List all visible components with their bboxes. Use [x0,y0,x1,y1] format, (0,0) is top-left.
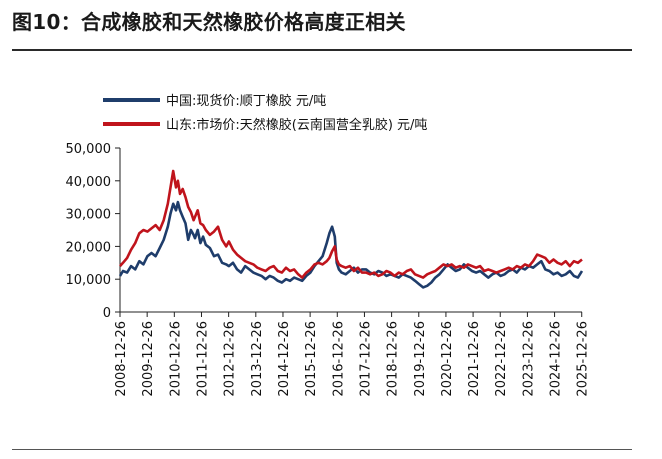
x-tick-label: 2023-12-26 [521,321,536,397]
x-tick-label: 2011-12-26 [195,321,210,397]
y-tick-label: 20,000 [66,240,112,255]
x-tick-label: 2022-12-26 [494,321,509,397]
y-tick-label: 30,000 [66,208,112,223]
series-line-china-butadiene-rubber [118,200,584,289]
x-tick-label: 2012-12-26 [223,321,238,397]
x-tick-label: 2010-12-26 [168,321,183,397]
legend-label-china: 中国:现货价:顺丁橡胶 元/吨 [166,93,326,109]
y-tick-label: 50,000 [66,142,112,157]
x-tick-label: 2015-12-26 [304,321,319,397]
y-axis: 0 10,000 20,000 30,000 40,000 50,000 [66,142,121,321]
legend-label-shandong: 山东:市场价:天然橡胶(云南国营全乳胶) 元/吨 [166,117,427,133]
title-divider [12,49,632,51]
x-tick-label: 2009-12-26 [141,321,156,397]
footer-divider [12,449,632,450]
x-tick-label: 2014-12-26 [277,321,292,397]
x-tick-label: 2025-12-26 [576,321,591,397]
x-tick-label: 2019-12-26 [413,321,428,397]
y-tick-label: 40,000 [66,175,112,190]
y-tick-label: 0 [103,306,111,321]
x-axis: 2008-12-26 2009-12-26 2010-12-26 2011-12-26… [114,311,591,397]
chart-title: 图10：合成橡胶和天然橡胶价格高度正相关 [12,10,406,34]
x-tick-label: 2020-12-26 [440,321,455,397]
x-tick-label: 2018-12-26 [386,321,401,397]
series-line-shandong-natural-rubber [119,169,583,279]
y-tick-label: 10,000 [66,273,112,288]
x-tick-label: 2021-12-26 [467,321,482,397]
x-tick-label: 2017-12-26 [358,321,373,397]
x-tick-label: 2008-12-26 [114,321,129,397]
x-tick-label: 2013-12-26 [250,321,265,397]
x-tick-label: 2024-12-26 [549,321,564,397]
x-tick-label: 2016-12-26 [331,321,346,397]
legend: 中国:现货价:顺丁橡胶 元/吨 山东:市场价:天然橡胶(云南国营全乳胶) 元/吨 [103,93,427,133]
